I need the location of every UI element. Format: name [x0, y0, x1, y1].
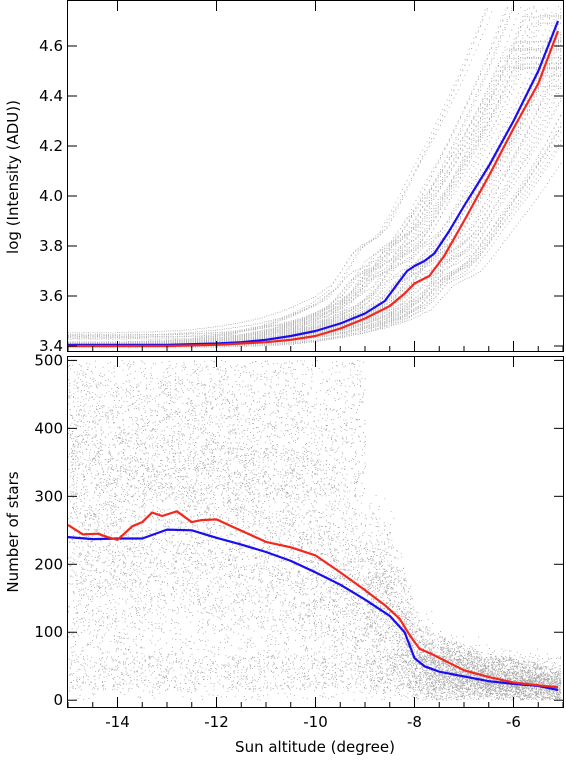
bottom-ytick-label: 400	[34, 419, 63, 437]
top-ytick-label: 4.6	[39, 37, 63, 55]
bottom-background-scatter	[68, 359, 562, 701]
top-ytick-label: 4.4	[39, 87, 63, 105]
bottom-series-lines	[67, 510, 559, 692]
bottom-ticks: 0 100 200 300 400 500 -14 -12 -10 -8 -6	[34, 351, 564, 731]
top-series-lines	[68, 20, 560, 348]
top-ticks: 3.4 3.6 3.8 4.0 4.2 4.4 4.6	[39, 1, 564, 355]
top-ytick-label: 4.0	[39, 187, 63, 205]
bottom-ytick-label: 0	[53, 691, 63, 709]
bottom-ytick-label: 200	[34, 555, 63, 573]
bottom-xtick-label: -10	[303, 713, 328, 731]
bottom-xtick-label: -6	[506, 713, 521, 731]
bottom-panel: 0 100 200 300 400 500 -14 -12 -10 -8 -6 Number of …	[4, 351, 564, 756]
bottom-scatter-dots	[68, 359, 562, 701]
bottom-xtick-label: -8	[407, 713, 422, 731]
bottom-series-blue-line	[67, 528, 559, 692]
top-ytick-label: 3.4	[39, 337, 63, 355]
top-ytick-label: 4.2	[39, 137, 63, 155]
bottom-xlabel: Sun altitude (degree)	[235, 738, 395, 756]
bottom-ylabel: Number of stars	[4, 471, 22, 592]
top-panel: 3.4 3.6 3.8 4.0 4.2 4.4 4.6 log (Intensity (AD…	[4, 0, 564, 355]
top-ytick-label: 3.6	[39, 287, 63, 305]
bottom-xtick-label: -14	[105, 713, 130, 731]
top-ylabel: log (Intensity (ADU))	[4, 100, 22, 254]
bottom-ytick-label: 100	[34, 623, 63, 641]
bottom-plot-frame	[67, 356, 564, 708]
bottom-ytick-label: 500	[34, 351, 63, 369]
bottom-ytick-label: 300	[34, 487, 63, 505]
top-plot-frame	[67, 0, 564, 352]
top-ytick-label: 3.8	[39, 237, 63, 255]
top-series-blue-line	[68, 20, 560, 346]
top-series-red-line	[68, 30, 560, 348]
bottom-series-red-line	[67, 510, 559, 689]
bottom-xtick-label: -12	[204, 713, 229, 731]
